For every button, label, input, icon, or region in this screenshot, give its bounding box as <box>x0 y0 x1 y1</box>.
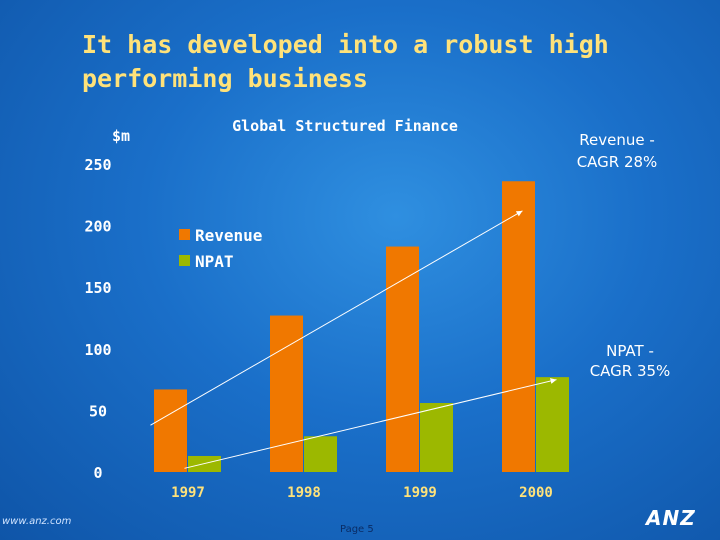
page-number: Page 5 <box>340 524 374 535</box>
npat-cagr-annotation: NPAT - <box>606 342 654 360</box>
npat-bar-1999 <box>420 403 453 472</box>
x-tick-label: 2000 <box>519 485 553 501</box>
y-tick-label: 250 <box>84 156 111 174</box>
anz-logo: ANZ <box>646 506 696 530</box>
legend-label-revenue: Revenue <box>195 226 262 245</box>
legend-label-npat: NPAT <box>195 252 234 271</box>
x-tick-label: 1997 <box>171 485 205 501</box>
slide-title: It has developed into a robust high perf… <box>82 30 609 93</box>
npat-trend-line <box>184 378 557 469</box>
footer-url: www.anz.com <box>2 516 72 527</box>
x-tick-label: 1998 <box>287 485 321 501</box>
y-tick-label: 200 <box>84 218 111 236</box>
y-tick-label: 50 <box>89 402 107 420</box>
legend-swatch-npat <box>179 255 190 266</box>
revenue-bar-1998 <box>270 315 303 472</box>
y-tick-label: 150 <box>84 279 111 297</box>
revenue-bar-1997 <box>154 389 187 472</box>
revenue-bar-1999 <box>386 246 419 472</box>
legend-swatch-revenue <box>179 229 190 240</box>
chart-title: Global Structured Finance <box>232 117 458 135</box>
y-tick-label: 0 <box>93 464 102 482</box>
revenue-trend-line <box>150 210 523 426</box>
x-tick-label: 1999 <box>403 485 437 501</box>
npat-bar-2000 <box>536 377 569 472</box>
y-axis-label: $m <box>112 127 130 145</box>
revenue-cagr-annotation-line2: CAGR 28% <box>577 153 658 171</box>
revenue-bar-2000 <box>502 181 535 473</box>
y-tick-label: 100 <box>84 341 111 359</box>
revenue-cagr-annotation: Revenue - <box>579 131 655 149</box>
npat-cagr-annotation-line2: CAGR 35% <box>590 362 671 380</box>
npat-bar-1998 <box>304 436 337 472</box>
